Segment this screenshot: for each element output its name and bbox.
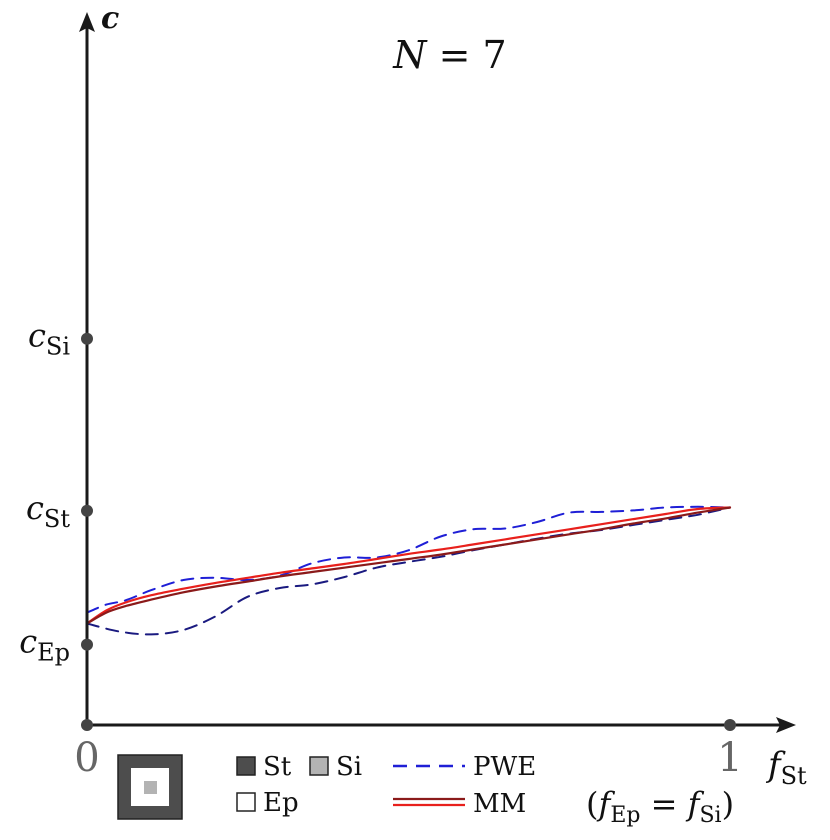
series-line-mm-2 (85, 506, 732, 625)
x-axis-note-close: ) (722, 785, 734, 823)
chart-title-var: N (392, 33, 428, 77)
y-tick-label-ep: cEp (19, 623, 70, 667)
legend-label-st: St (263, 752, 292, 782)
chart-title: N = 7 (392, 33, 506, 77)
x-axis-note: (fEp = fSi) (586, 785, 734, 828)
x-tick-marker-1 (724, 719, 736, 731)
legend-swatch-si (309, 756, 329, 776)
series-line-mm-3 (85, 506, 732, 625)
y-tick-label-st: cSt (26, 489, 70, 533)
legend-label-pwe: PWE (473, 752, 536, 782)
y-tick-marker-st (81, 504, 93, 517)
x-axis-note-s1: Ep (610, 803, 640, 828)
series-line-pwe-0 (86, 505, 731, 614)
unit-cell-icon (117, 754, 183, 820)
marker-layer (81, 332, 736, 731)
tick-layer: 0 1 cSi cSt cEp (19, 317, 743, 781)
legend-materials: St Si Ep (236, 752, 362, 818)
x-axis-note-s2: Si (699, 803, 721, 828)
series-line-pwe-1 (86, 506, 731, 636)
legend-label-mm: MM (473, 789, 526, 819)
x-axis-note-eq: = (640, 785, 687, 823)
x-axis-arrow (776, 717, 796, 733)
legend-swatch-st (236, 756, 256, 776)
legend-label-si: Si (336, 752, 362, 782)
unit-cell-si (144, 781, 157, 794)
legend-lines: PWE MM (393, 752, 536, 819)
origin-marker (81, 719, 93, 731)
y-tick-label-si: cSi (28, 317, 70, 361)
x-axis-label: fSt (765, 745, 807, 790)
y-axis-arrow (79, 12, 95, 32)
y-tick-marker-si (81, 332, 93, 345)
x-axis-label-sub: St (781, 762, 807, 790)
x-axis-note-open: ( (586, 785, 598, 823)
y-tick-marker-ep (81, 638, 93, 651)
x-tick-label-1: 1 (717, 735, 742, 781)
x-tick-label-0: 0 (74, 735, 99, 781)
series-layer (85, 505, 732, 636)
legend-label-ep: Ep (263, 788, 299, 818)
chart-title-rest: = 7 (427, 33, 507, 77)
legend-swatch-ep (236, 792, 256, 812)
y-axis-label: c (101, 1, 119, 36)
